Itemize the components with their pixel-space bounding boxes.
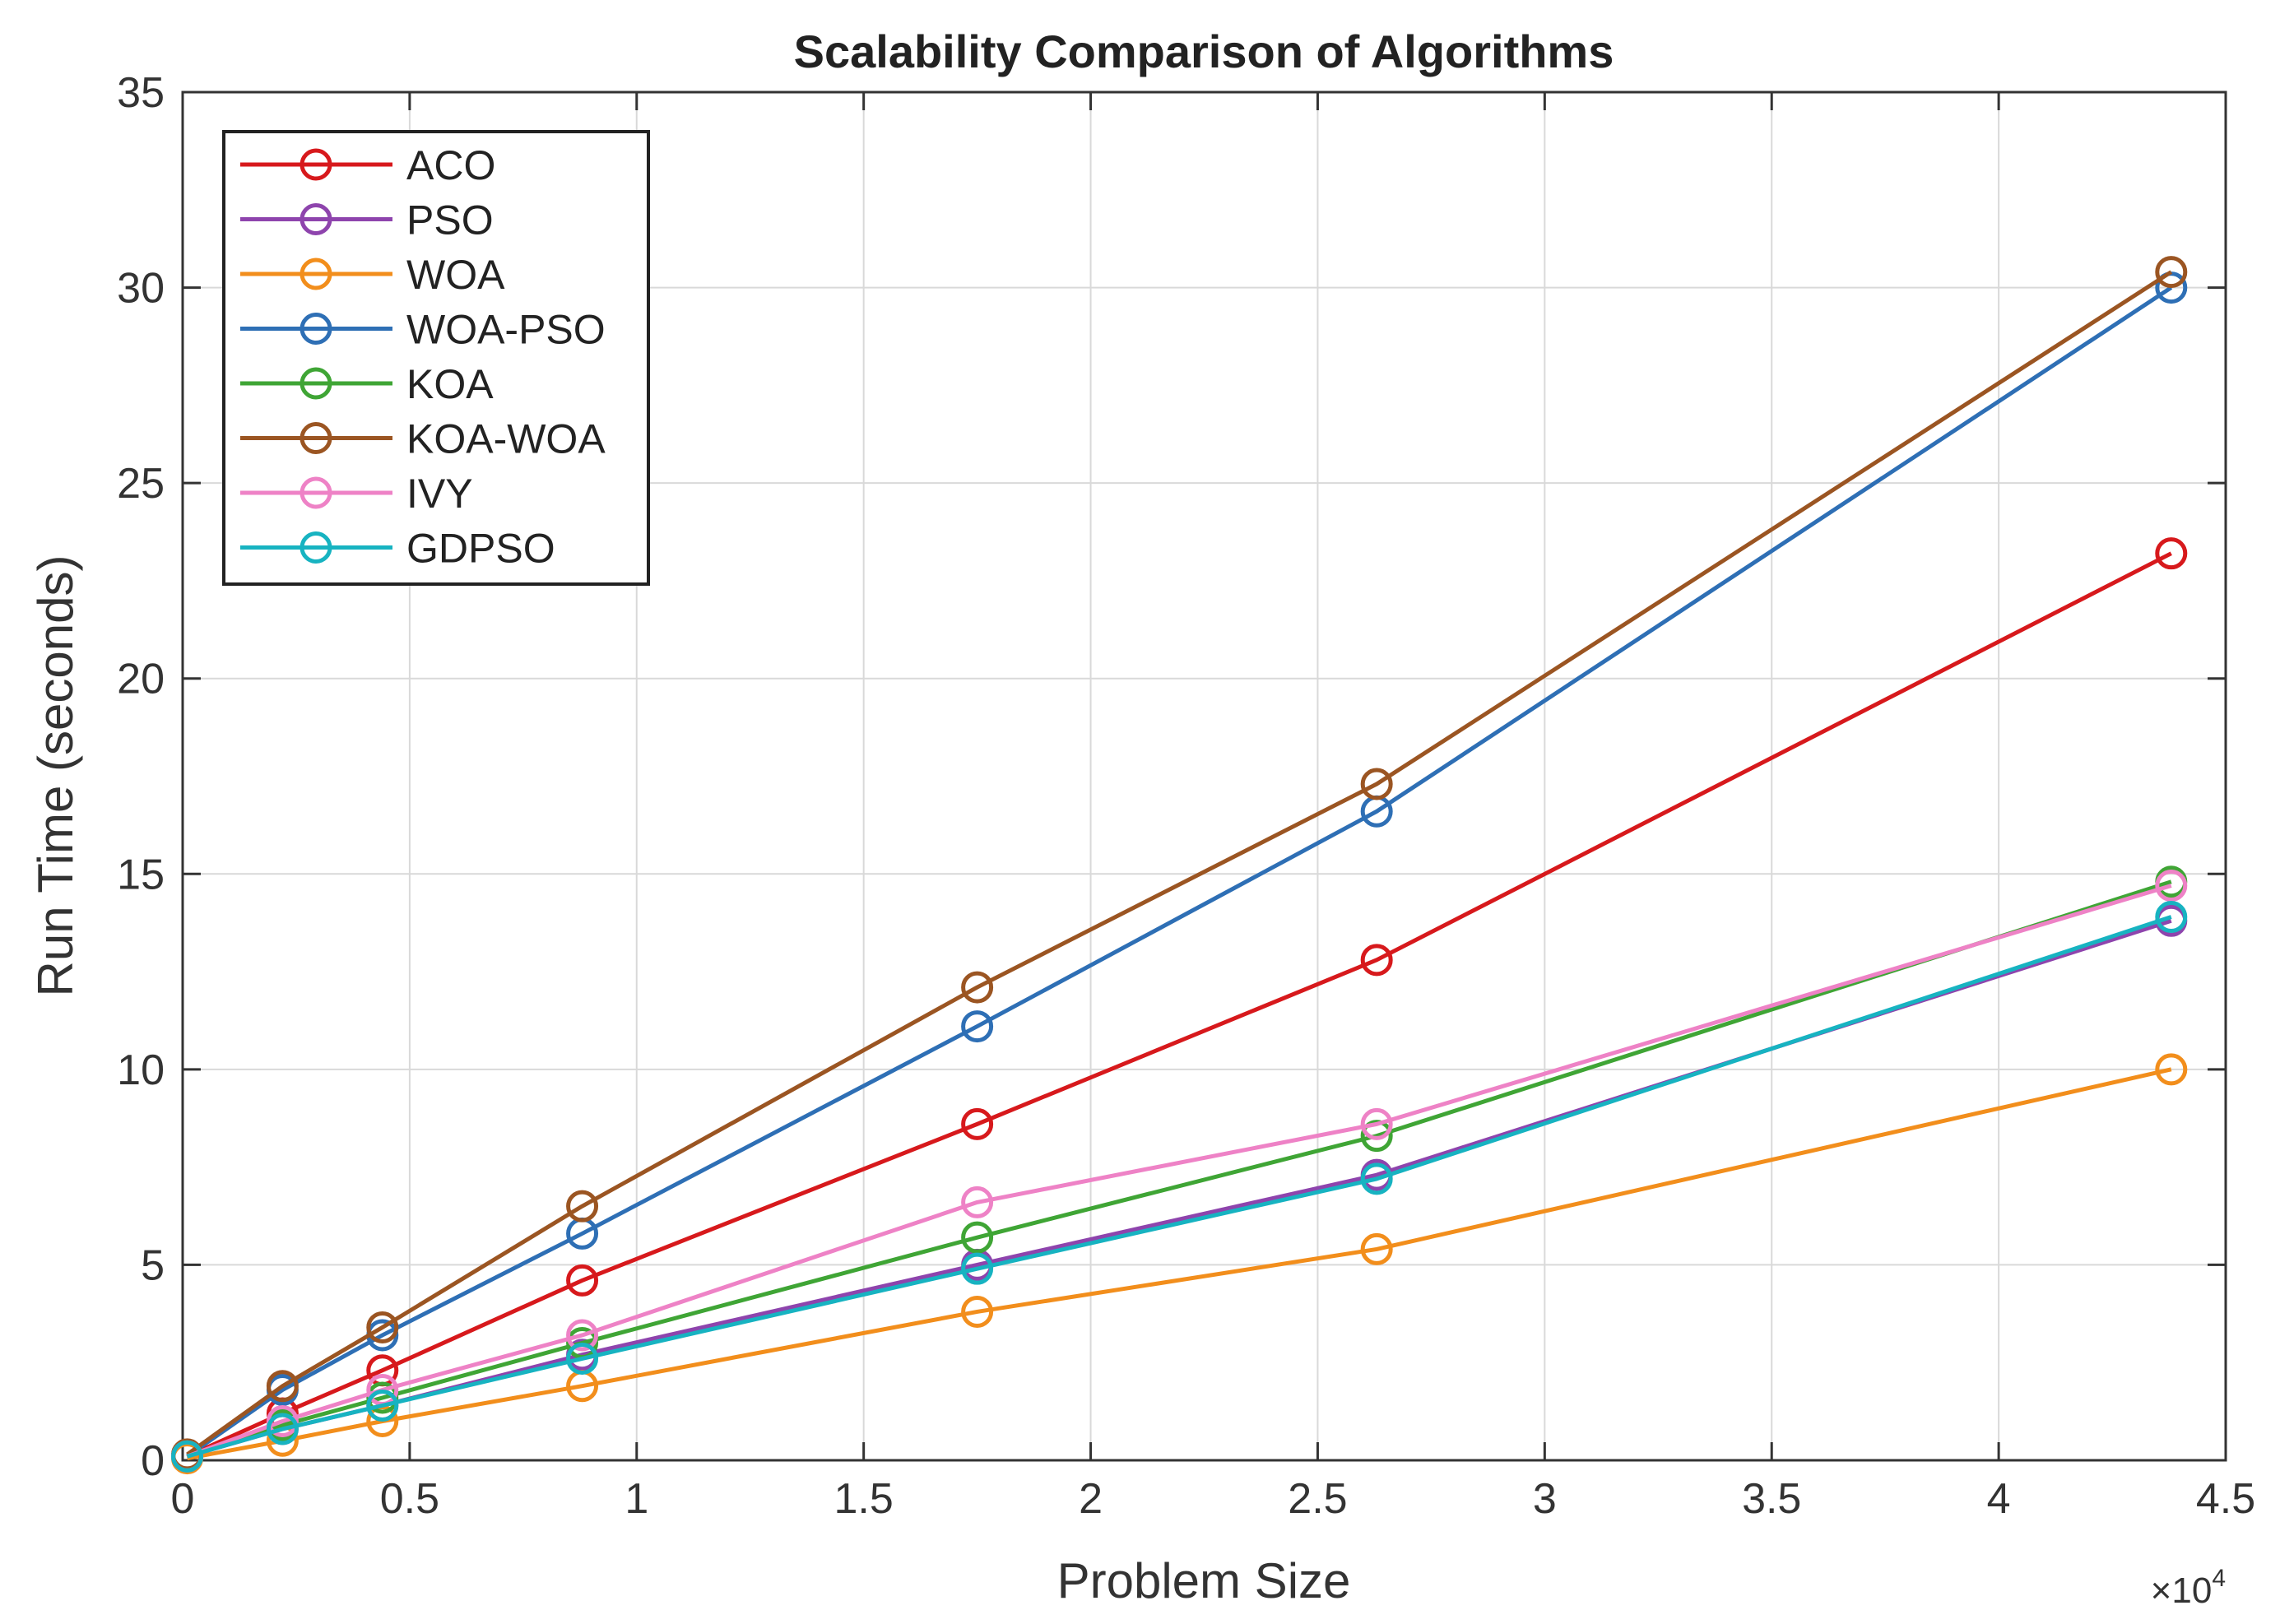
data-point-gdpso <box>566 1342 599 1375</box>
data-point-koa-woa <box>961 971 994 1004</box>
y-tick-label: 0 <box>141 1437 165 1485</box>
y-tick-label: 10 <box>117 1046 165 1094</box>
legend-marker-koa <box>300 367 332 400</box>
data-point-koa <box>1360 1120 1393 1153</box>
data-point-ivy <box>1360 1107 1393 1140</box>
data-point-koa-woa <box>566 1190 599 1223</box>
legend-label-ivy: IVY <box>406 471 473 517</box>
plot-area <box>181 90 2227 1462</box>
data-point-gdpso <box>171 1440 204 1473</box>
data-point-koa-woa <box>366 1311 399 1343</box>
legend-marker-pso <box>300 203 332 235</box>
legend-marker-woa-pso <box>300 313 332 345</box>
data-point-woa <box>1360 1232 1393 1265</box>
x-tick-label: 1.5 <box>834 1475 894 1523</box>
data-point-gdpso <box>366 1389 399 1422</box>
y-axis-label: Run Time (seconds) <box>28 555 83 997</box>
x-axis-label: Problem Size <box>1057 1553 1351 1608</box>
data-point-woa <box>2155 1053 2188 1086</box>
legend-marker-aco <box>300 148 332 181</box>
x-multiplier-base: ×10 <box>2151 1571 2213 1611</box>
data-point-aco <box>1360 944 1393 977</box>
data-point-ivy <box>961 1186 994 1218</box>
series-line-koa-woa <box>186 270 2173 1456</box>
data-point-ivy <box>2155 870 2188 902</box>
series-group <box>171 256 2188 1475</box>
data-point-woa <box>961 1295 994 1328</box>
legend-marker-gdpso <box>300 531 332 564</box>
x-tick-label: 3 <box>1533 1475 1557 1523</box>
series-koa-woa <box>171 256 2188 1471</box>
x-tick-label: 4 <box>1987 1475 2011 1523</box>
legend-label-woa: WOA <box>406 252 505 298</box>
x-tick-label: 0.5 <box>380 1475 439 1523</box>
data-point-koa <box>961 1221 994 1254</box>
data-point-aco <box>566 1264 599 1297</box>
series-line-woa-pso <box>186 285 2173 1459</box>
series-gdpso <box>171 901 2188 1473</box>
x-tick-label: 4.5 <box>2196 1475 2255 1523</box>
y-tick-label: 30 <box>117 265 165 313</box>
data-point-aco <box>2155 537 2188 570</box>
data-point-koa-woa <box>1360 768 1393 800</box>
x-multiplier-exponent: 4 <box>2212 1565 2226 1592</box>
series-line-ivy <box>186 884 2172 1459</box>
x-axis-multiplier: ×104 <box>2151 1565 2226 1611</box>
legend-label-pso: PSO <box>406 197 494 244</box>
legend-label-gdpso: GDPSO <box>406 526 555 572</box>
data-point-aco <box>961 1107 994 1140</box>
x-tick-label: 2 <box>1079 1475 1103 1523</box>
legend-marker-ivy <box>300 476 332 509</box>
legend-marker-koa-woa <box>300 422 332 454</box>
data-point-gdpso <box>266 1413 299 1445</box>
x-tick-label: 0 <box>171 1475 195 1523</box>
x-tick-label: 1 <box>625 1475 648 1523</box>
legend-marker-woa <box>300 258 332 290</box>
data-point-ivy <box>566 1319 599 1352</box>
y-tick-label: 35 <box>117 69 165 117</box>
data-point-koa-woa <box>266 1370 299 1403</box>
legend-label-koa-woa: KOA-WOA <box>406 416 606 462</box>
chart-title: Scalability Comparison of Algorithms <box>794 26 1614 77</box>
axis-ticks: 0 0.5 1 1.5 2 2.5 3 3.5 4 4.5 0 5 10 15 20 25 30 35 <box>117 69 2255 1523</box>
data-point-gdpso <box>961 1252 994 1285</box>
data-point-gdpso <box>1360 1162 1393 1195</box>
data-point-koa-woa <box>2155 256 2188 289</box>
legend: ACO PSO WOA WOA-PSO KOA KOA-WOA IVY GDPSO <box>222 130 650 586</box>
data-point-woa-pso <box>961 1010 994 1043</box>
y-tick-label: 5 <box>141 1241 165 1289</box>
legend-box <box>222 130 650 586</box>
y-tick-label: 20 <box>117 656 165 703</box>
x-tick-label: 3.5 <box>1742 1475 1801 1523</box>
series-line-gdpso <box>186 915 2172 1459</box>
legend-label-aco: ACO <box>406 142 495 188</box>
legend-label-koa: KOA <box>406 361 494 407</box>
data-point-gdpso <box>2155 901 2188 934</box>
y-tick-label: 15 <box>117 851 165 898</box>
y-tick-label: 25 <box>117 460 165 508</box>
x-tick-label: 2.5 <box>1288 1475 1347 1523</box>
legend-label-woa-pso: WOA-PSO <box>406 307 606 353</box>
